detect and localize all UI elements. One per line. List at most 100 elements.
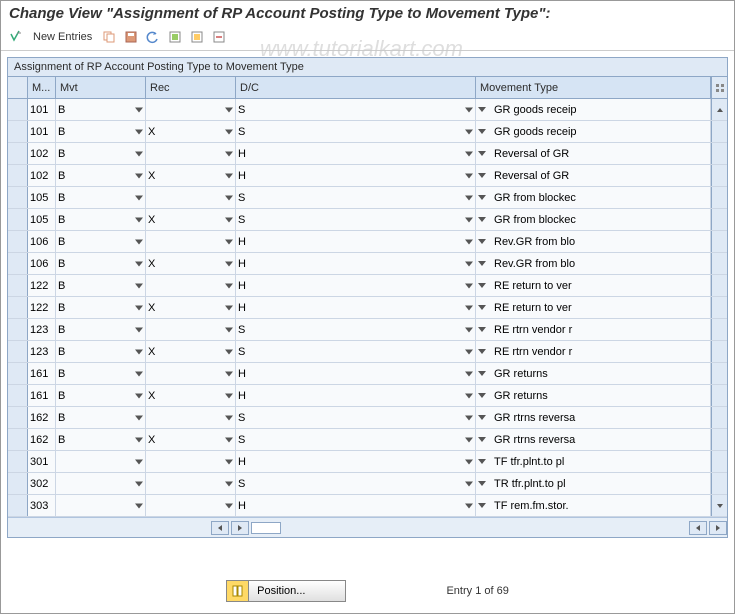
cell-m[interactable] bbox=[28, 319, 56, 340]
rec-input[interactable] bbox=[148, 280, 233, 292]
mvt-input[interactable] bbox=[58, 258, 143, 270]
mvt-input[interactable] bbox=[58, 236, 143, 248]
cell-dc[interactable] bbox=[236, 99, 476, 120]
cell-mvt[interactable] bbox=[56, 275, 146, 296]
row-selector[interactable] bbox=[8, 165, 28, 186]
cell-m[interactable] bbox=[28, 253, 56, 274]
cell-dc[interactable] bbox=[236, 143, 476, 164]
cell-movtype[interactable]: Reversal of GR bbox=[476, 165, 711, 186]
mvt-input[interactable] bbox=[58, 478, 143, 490]
cell-m[interactable] bbox=[28, 231, 56, 252]
table-row[interactable]: GR returns bbox=[8, 385, 727, 407]
cell-dc[interactable] bbox=[236, 121, 476, 142]
cell-movtype[interactable]: RE return to ver bbox=[476, 297, 711, 318]
mvt-input[interactable] bbox=[58, 368, 143, 380]
dc-input[interactable] bbox=[238, 324, 473, 336]
cell-movtype[interactable]: GR rtrns reversa bbox=[476, 407, 711, 428]
position-button[interactable]: Position... bbox=[226, 580, 346, 602]
dc-input[interactable] bbox=[238, 434, 473, 446]
chevron-down-icon[interactable] bbox=[225, 173, 233, 178]
m-input[interactable] bbox=[30, 500, 53, 512]
row-selector[interactable] bbox=[8, 253, 28, 274]
m-input[interactable] bbox=[30, 126, 53, 138]
chevron-down-icon[interactable] bbox=[135, 217, 143, 222]
chevron-down-icon[interactable] bbox=[135, 393, 143, 398]
cell-movtype[interactable]: Rev.GR from blo bbox=[476, 231, 711, 252]
m-input[interactable] bbox=[30, 390, 53, 402]
rec-input[interactable] bbox=[148, 390, 233, 402]
chevron-down-icon[interactable] bbox=[478, 305, 486, 310]
col-header-mvt[interactable]: Mvt bbox=[56, 77, 146, 98]
cell-m[interactable] bbox=[28, 341, 56, 362]
table-row[interactable]: RE rtrn vendor r bbox=[8, 341, 727, 363]
table-row[interactable]: Reversal of GR bbox=[8, 143, 727, 165]
chevron-down-icon[interactable] bbox=[465, 371, 473, 376]
table-row[interactable]: GR goods receip bbox=[8, 99, 727, 121]
hscroll-thumb[interactable] bbox=[251, 522, 281, 534]
chevron-down-icon[interactable] bbox=[135, 239, 143, 244]
vscroll-cell[interactable] bbox=[711, 99, 727, 120]
table-row[interactable]: Reversal of GR bbox=[8, 165, 727, 187]
rec-input[interactable] bbox=[148, 170, 233, 182]
cell-rec[interactable] bbox=[146, 429, 236, 450]
cell-dc[interactable] bbox=[236, 429, 476, 450]
cell-movtype[interactable]: GR from blockec bbox=[476, 209, 711, 230]
dc-input[interactable] bbox=[238, 368, 473, 380]
cell-rec[interactable] bbox=[146, 275, 236, 296]
mvt-input[interactable] bbox=[58, 302, 143, 314]
vscroll-cell[interactable] bbox=[711, 253, 727, 274]
undo-icon[interactable] bbox=[144, 28, 162, 46]
chevron-down-icon[interactable] bbox=[225, 129, 233, 134]
chevron-down-icon[interactable] bbox=[478, 415, 486, 420]
rec-input[interactable] bbox=[148, 126, 233, 138]
vscroll-cell[interactable] bbox=[711, 385, 727, 406]
chevron-down-icon[interactable] bbox=[465, 217, 473, 222]
cell-rec[interactable] bbox=[146, 341, 236, 362]
cell-mvt[interactable] bbox=[56, 451, 146, 472]
chevron-down-icon[interactable] bbox=[465, 393, 473, 398]
row-selector[interactable] bbox=[8, 473, 28, 494]
vscroll-cell[interactable] bbox=[711, 451, 727, 472]
chevron-down-icon[interactable] bbox=[135, 151, 143, 156]
table-row[interactable]: RE return to ver bbox=[8, 275, 727, 297]
toggle-icon[interactable] bbox=[7, 28, 25, 46]
chevron-down-icon[interactable] bbox=[225, 283, 233, 288]
chevron-down-icon[interactable] bbox=[478, 437, 486, 442]
chevron-down-icon[interactable] bbox=[135, 415, 143, 420]
cell-mvt[interactable] bbox=[56, 407, 146, 428]
table-row[interactable]: GR from blockec bbox=[8, 187, 727, 209]
col-header-m[interactable]: M... bbox=[28, 77, 56, 98]
chevron-down-icon[interactable] bbox=[135, 481, 143, 486]
rec-input[interactable] bbox=[148, 104, 233, 116]
cell-movtype[interactable]: RE return to ver bbox=[476, 275, 711, 296]
chevron-down-icon[interactable] bbox=[135, 459, 143, 464]
cell-rec[interactable] bbox=[146, 297, 236, 318]
table-row[interactable]: Rev.GR from blo bbox=[8, 231, 727, 253]
chevron-down-icon[interactable] bbox=[478, 129, 486, 134]
dc-input[interactable] bbox=[238, 346, 473, 358]
m-input[interactable] bbox=[30, 170, 53, 182]
chevron-down-icon[interactable] bbox=[225, 305, 233, 310]
table-row[interactable]: RE rtrn vendor r bbox=[8, 319, 727, 341]
vscroll-cell[interactable] bbox=[711, 121, 727, 142]
cell-mvt[interactable] bbox=[56, 385, 146, 406]
chevron-down-icon[interactable] bbox=[478, 393, 486, 398]
m-input[interactable] bbox=[30, 456, 53, 468]
cell-m[interactable] bbox=[28, 99, 56, 120]
m-input[interactable] bbox=[30, 214, 53, 226]
cell-m[interactable] bbox=[28, 473, 56, 494]
row-selector[interactable] bbox=[8, 143, 28, 164]
table-row[interactable]: GR returns bbox=[8, 363, 727, 385]
chevron-down-icon[interactable] bbox=[135, 173, 143, 178]
config-column-icon[interactable] bbox=[711, 77, 727, 98]
cell-movtype[interactable]: Rev.GR from blo bbox=[476, 253, 711, 274]
mvt-input[interactable] bbox=[58, 126, 143, 138]
chevron-down-icon[interactable] bbox=[478, 459, 486, 464]
chevron-down-icon[interactable] bbox=[478, 239, 486, 244]
rec-input[interactable] bbox=[148, 368, 233, 380]
table-row[interactable]: TF tfr.plnt.to pl bbox=[8, 451, 727, 473]
deselect-icon[interactable] bbox=[188, 28, 206, 46]
chevron-down-icon[interactable] bbox=[225, 437, 233, 442]
cell-mvt[interactable] bbox=[56, 165, 146, 186]
chevron-down-icon[interactable] bbox=[225, 459, 233, 464]
